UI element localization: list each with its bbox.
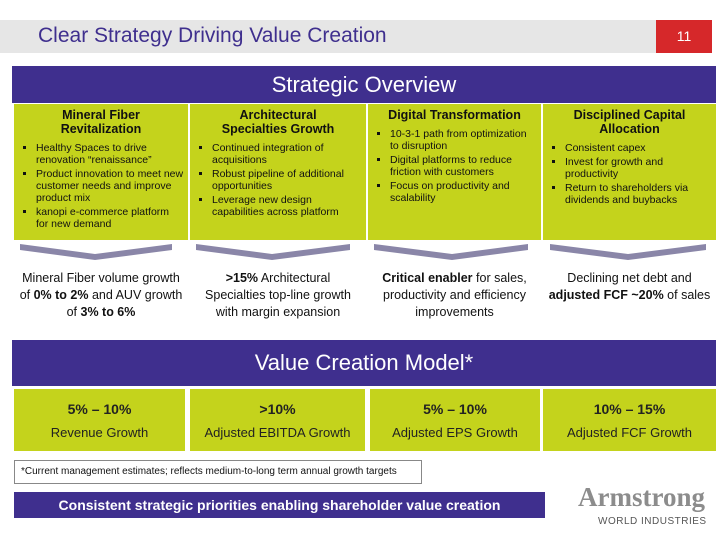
pillar: Mineral Fiber Revitalization Healthy Spac… xyxy=(14,104,188,240)
value-item: 10% – 15% Adjusted FCF Growth xyxy=(543,389,716,451)
chevron xyxy=(20,244,172,260)
outcome-text: >15% xyxy=(225,271,259,285)
chevron xyxy=(196,244,350,260)
bullet: Healthy Spaces to drive renovation “rena… xyxy=(36,142,184,166)
bullet-list: Consistent capex Invest for growth and pr… xyxy=(543,142,716,206)
bullet: Digital platforms to reduce friction wit… xyxy=(390,154,537,178)
outcome: Mineral Fiber volume growth of 0% to 2% … xyxy=(18,270,184,321)
logo-subtitle: WORLD INDUSTRIES xyxy=(598,516,707,527)
outcome: Declining net debt and adjusted FCF ~20%… xyxy=(547,270,712,304)
outcome-text: for sales, productivity and efficiency i… xyxy=(383,271,527,319)
bullet: Leverage new design capabilities across … xyxy=(212,194,362,218)
bullet: Focus on productivity and scalability xyxy=(390,180,537,204)
bullet: Return to shareholders via dividends and… xyxy=(565,182,712,206)
outcome-text: Architectural Specialties top-line growt… xyxy=(205,271,351,319)
outcome-text: and AUV growth of xyxy=(66,288,183,319)
outcome: >15% Architectural Specialties top-line … xyxy=(194,270,362,321)
pillar-title: Digital Transformation xyxy=(388,108,521,122)
value-range: 5% – 10% xyxy=(423,401,487,417)
value-label: Adjusted EPS Growth xyxy=(392,425,518,440)
value-item: 5% – 10% Revenue Growth xyxy=(14,389,185,451)
value-label: Adjusted EBITDA Growth xyxy=(204,425,351,440)
bullet-list: Continued integration of acquisitionsRob… xyxy=(190,142,366,218)
outcome-text: adjusted FCF ~20% xyxy=(548,288,664,302)
bullet: Invest for growth and productivity xyxy=(565,156,712,180)
value-model-title: Value Creation Model* xyxy=(12,340,716,386)
pillar: Digital Transformation 10-3-1 path from o… xyxy=(368,104,541,240)
chevrons xyxy=(20,244,706,260)
bullet: Product innovation to meet new customer … xyxy=(36,168,184,204)
value-label: Adjusted FCF Growth xyxy=(567,425,692,440)
bullet: Consistent capex xyxy=(565,142,712,154)
value-range: 5% – 10% xyxy=(67,401,132,417)
pillar-title: Architectural Specialties Growth xyxy=(221,108,335,136)
bullet: Continued integration of acquisitions xyxy=(212,142,362,166)
value-range: >10% xyxy=(259,401,296,417)
overview-title: Strategic Overview xyxy=(12,66,716,103)
value-item: 5% – 10% Adjusted EPS Growth xyxy=(370,389,540,451)
pillar-title: Disciplined Capital Allocation xyxy=(573,108,686,136)
outcome-text: Mineral Fiber volume growth of xyxy=(19,271,180,302)
header-band xyxy=(0,20,656,53)
bullet: 10-3-1 path from optimization to disrupt… xyxy=(390,128,537,152)
value-label: Revenue Growth xyxy=(50,425,149,440)
bullet: Robust pipeline of additional opportunit… xyxy=(212,168,362,192)
logo-name: Armstrong xyxy=(578,482,705,512)
outcome-text: Critical enabler xyxy=(382,271,473,285)
outcome: Critical enabler for sales, productivity… xyxy=(372,270,537,321)
banner: Consistent strategic priorities enabling… xyxy=(14,492,545,518)
outcome-text: 3% to 6% xyxy=(80,305,136,319)
outcome-text: 0% to 2% xyxy=(33,288,89,302)
bullet-list: Healthy Spaces to drive renovation “rena… xyxy=(14,142,188,230)
outcome-text: of sales xyxy=(663,288,711,302)
page-number: 11 xyxy=(656,20,712,53)
chevron xyxy=(550,244,706,260)
pillar: Architectural Specialties Growth Continue… xyxy=(190,104,366,240)
pillar: Disciplined Capital Allocation Consistent… xyxy=(543,104,716,240)
value-range: 10% – 15% xyxy=(593,401,666,417)
chevron xyxy=(374,244,528,260)
value-item: >10% Adjusted EBITDA Growth xyxy=(190,389,365,451)
outcome-text: Declining net debt and xyxy=(567,271,692,285)
bullet: kanopi e-commerce platform for new deman… xyxy=(36,206,184,230)
pillar-title: Mineral Fiber Revitalization xyxy=(60,108,142,136)
slide-title: Clear Strategy Driving Value Creation xyxy=(38,24,387,47)
footnote: *Current management estimates; reflects … xyxy=(14,460,422,484)
bullet-list: 10-3-1 path from optimization to disrupt… xyxy=(368,128,541,204)
